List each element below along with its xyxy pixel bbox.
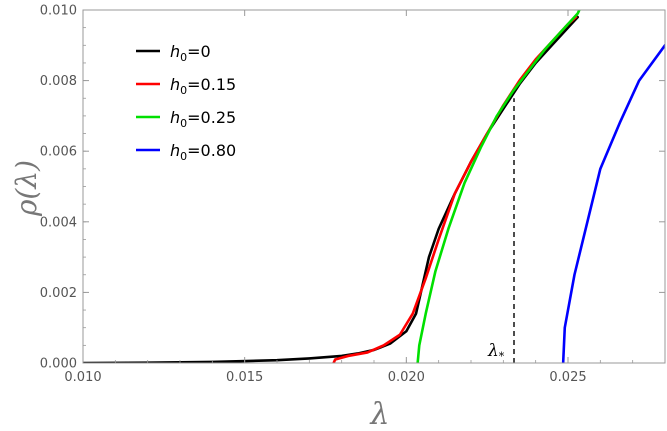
series-line-2 <box>416 10 581 363</box>
legend-layer: h0=0 h0=0.15 h0=0.25 h0=0.80 <box>136 42 236 163</box>
lambda-star-label: λ* <box>487 341 505 363</box>
axes-layer: 0.010 0.015 0.020 0.025 0.000 0.002 0.004 0.006… <box>40 4 666 385</box>
series-line-1 <box>332 15 578 363</box>
series-line-0 <box>83 15 579 363</box>
plot-frame <box>82 9 666 364</box>
y-tick-label: 0.004 <box>40 215 77 230</box>
x-tick-label: 0.015 <box>226 370 263 385</box>
series-line-3 <box>561 44 665 363</box>
annotation-layer: λ* <box>487 98 515 363</box>
y-axis-title: ρ(λ) <box>10 160 43 217</box>
legend-label: h0=0.25 <box>170 108 236 130</box>
y-tick-label: 0.002 <box>40 286 77 301</box>
x-tick-label: 0.020 <box>388 370 425 385</box>
legend-label: h0=0 <box>170 42 211 64</box>
y-tick-label: 0.010 <box>40 4 77 19</box>
x-tick-label: 0.010 <box>64 370 101 385</box>
legend-label: h0=0.15 <box>170 75 236 97</box>
x-tick-label: 0.025 <box>549 370 586 385</box>
x-axis-title: λ <box>369 397 389 431</box>
y-tick-label: 0.006 <box>40 145 77 160</box>
series-layer <box>83 10 665 363</box>
legend-label: h0=0.80 <box>170 141 236 163</box>
y-tick-label: 0.008 <box>40 74 77 89</box>
y-tick-label: 0.000 <box>40 357 77 372</box>
